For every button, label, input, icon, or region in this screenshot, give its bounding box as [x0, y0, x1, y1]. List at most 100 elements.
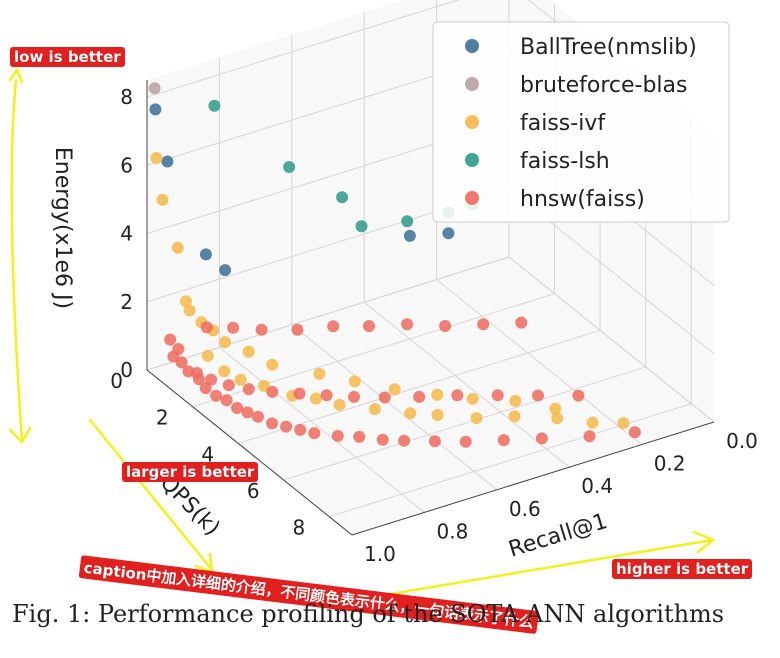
- data-point-2: [171, 241, 184, 254]
- data-point-4: [175, 356, 188, 369]
- data-point-2: [404, 407, 417, 420]
- data-point-2: [313, 367, 326, 380]
- data-point-4: [199, 382, 212, 395]
- z-axis-label: Energy(x1e6 J): [50, 147, 75, 309]
- legend-label: BallTree(nmslib): [520, 35, 697, 60]
- y-axis-line: [146, 369, 353, 536]
- grid-line-energy: [146, 0, 460, 98]
- data-point-4: [293, 387, 306, 400]
- data-point-2: [368, 403, 381, 416]
- legend-marker: [465, 153, 479, 167]
- data-point-2: [348, 375, 361, 388]
- z-tick-label: 8: [120, 85, 133, 109]
- legend-marker: [465, 115, 479, 129]
- legend-marker: [465, 191, 479, 205]
- data-point-4: [294, 423, 307, 436]
- data-point-4: [353, 430, 366, 443]
- figure-caption: Fig. 1: Performance profiling of the SOT…: [12, 600, 725, 628]
- legend-marker: [465, 77, 479, 91]
- data-point-4: [348, 390, 360, 403]
- x-tick-label: 0.8: [436, 519, 468, 543]
- data-point-4: [222, 379, 235, 392]
- data-point-2: [388, 383, 401, 396]
- grid-line-energy: [508, 256, 715, 423]
- data-point-4: [320, 389, 333, 402]
- z-tick-label: 6: [120, 153, 133, 177]
- data-point-4: [172, 343, 185, 355]
- data-point-4: [376, 433, 389, 446]
- x-tick-label: 0.4: [581, 474, 613, 498]
- data-point-3: [283, 161, 296, 173]
- data-point-3: [355, 220, 368, 233]
- note-higher-better: higher is better: [612, 559, 753, 579]
- data-point-3: [401, 215, 414, 228]
- z-tick-label: 4: [120, 222, 133, 246]
- data-point-2: [551, 412, 564, 425]
- data-point-0: [161, 155, 174, 168]
- data-point-4: [266, 385, 279, 398]
- legend-marker: [465, 39, 479, 53]
- data-point-4: [497, 434, 510, 447]
- data-point-0: [403, 229, 416, 242]
- data-point-0: [199, 248, 212, 261]
- data-point-4: [572, 389, 585, 402]
- legend-label: faiss-lsh: [520, 149, 610, 174]
- data-point-4: [308, 427, 321, 440]
- data-point-4: [439, 320, 452, 332]
- data-point-2: [201, 349, 214, 362]
- x-axis-line: [351, 421, 715, 536]
- data-point-4: [459, 435, 472, 448]
- legend-label: faiss-ivf: [520, 111, 606, 136]
- data-point-4: [327, 320, 340, 333]
- data-point-4: [291, 323, 304, 336]
- z-tick-label: 0: [120, 358, 133, 382]
- data-point-4: [515, 316, 528, 329]
- grid-line-recall: [436, 279, 642, 445]
- data-point-4: [477, 318, 490, 331]
- data-point-4: [220, 394, 233, 407]
- data-point-1: [148, 82, 161, 95]
- data-point-4: [331, 429, 344, 442]
- grid-line-recall: [291, 324, 498, 491]
- data-point-3: [208, 99, 221, 112]
- data-point-2: [234, 373, 247, 386]
- data-point-2: [431, 388, 444, 401]
- legend-label: hnsw(faiss): [520, 187, 645, 212]
- data-point-4: [280, 420, 293, 433]
- data-point-4: [210, 389, 223, 402]
- x-tick-label: 0.0: [726, 429, 758, 453]
- grid-line-recall: [363, 301, 570, 468]
- data-point-2: [586, 416, 599, 429]
- pane-back: [147, 0, 509, 370]
- x-tick-label: 0.2: [654, 452, 686, 476]
- data-point-2: [180, 295, 192, 308]
- data-point-2: [509, 394, 522, 407]
- grid-line-qps: [329, 403, 692, 518]
- x-tick-label: 1.0: [364, 542, 396, 566]
- data-point-4: [191, 367, 203, 379]
- note-larger-better: larger is better: [122, 462, 259, 482]
- data-point-0: [442, 227, 455, 240]
- data-point-2: [218, 365, 231, 378]
- data-point-2: [470, 412, 483, 425]
- z-tick-label: 2: [120, 290, 133, 314]
- data-point-0: [149, 103, 162, 116]
- data-point-4: [252, 410, 264, 423]
- legend-box: [432, 21, 730, 223]
- y-tick-label: 0: [110, 369, 123, 393]
- data-point-4: [532, 389, 544, 402]
- data-point-4: [242, 383, 255, 396]
- data-point-4: [205, 373, 218, 386]
- y-tick-label: 2: [156, 406, 169, 430]
- data-point-4: [227, 321, 240, 334]
- data-point-4: [363, 320, 375, 332]
- data-point-4: [401, 318, 414, 331]
- data-point-2: [309, 392, 322, 405]
- data-point-2: [466, 392, 479, 405]
- data-point-4: [428, 435, 441, 448]
- chart-legend: BallTree(nmslib) bruteforce-blas faiss-ivf…: [432, 21, 730, 223]
- data-point-4: [413, 390, 426, 403]
- data-point-2: [549, 402, 562, 415]
- data-point-4: [255, 323, 268, 336]
